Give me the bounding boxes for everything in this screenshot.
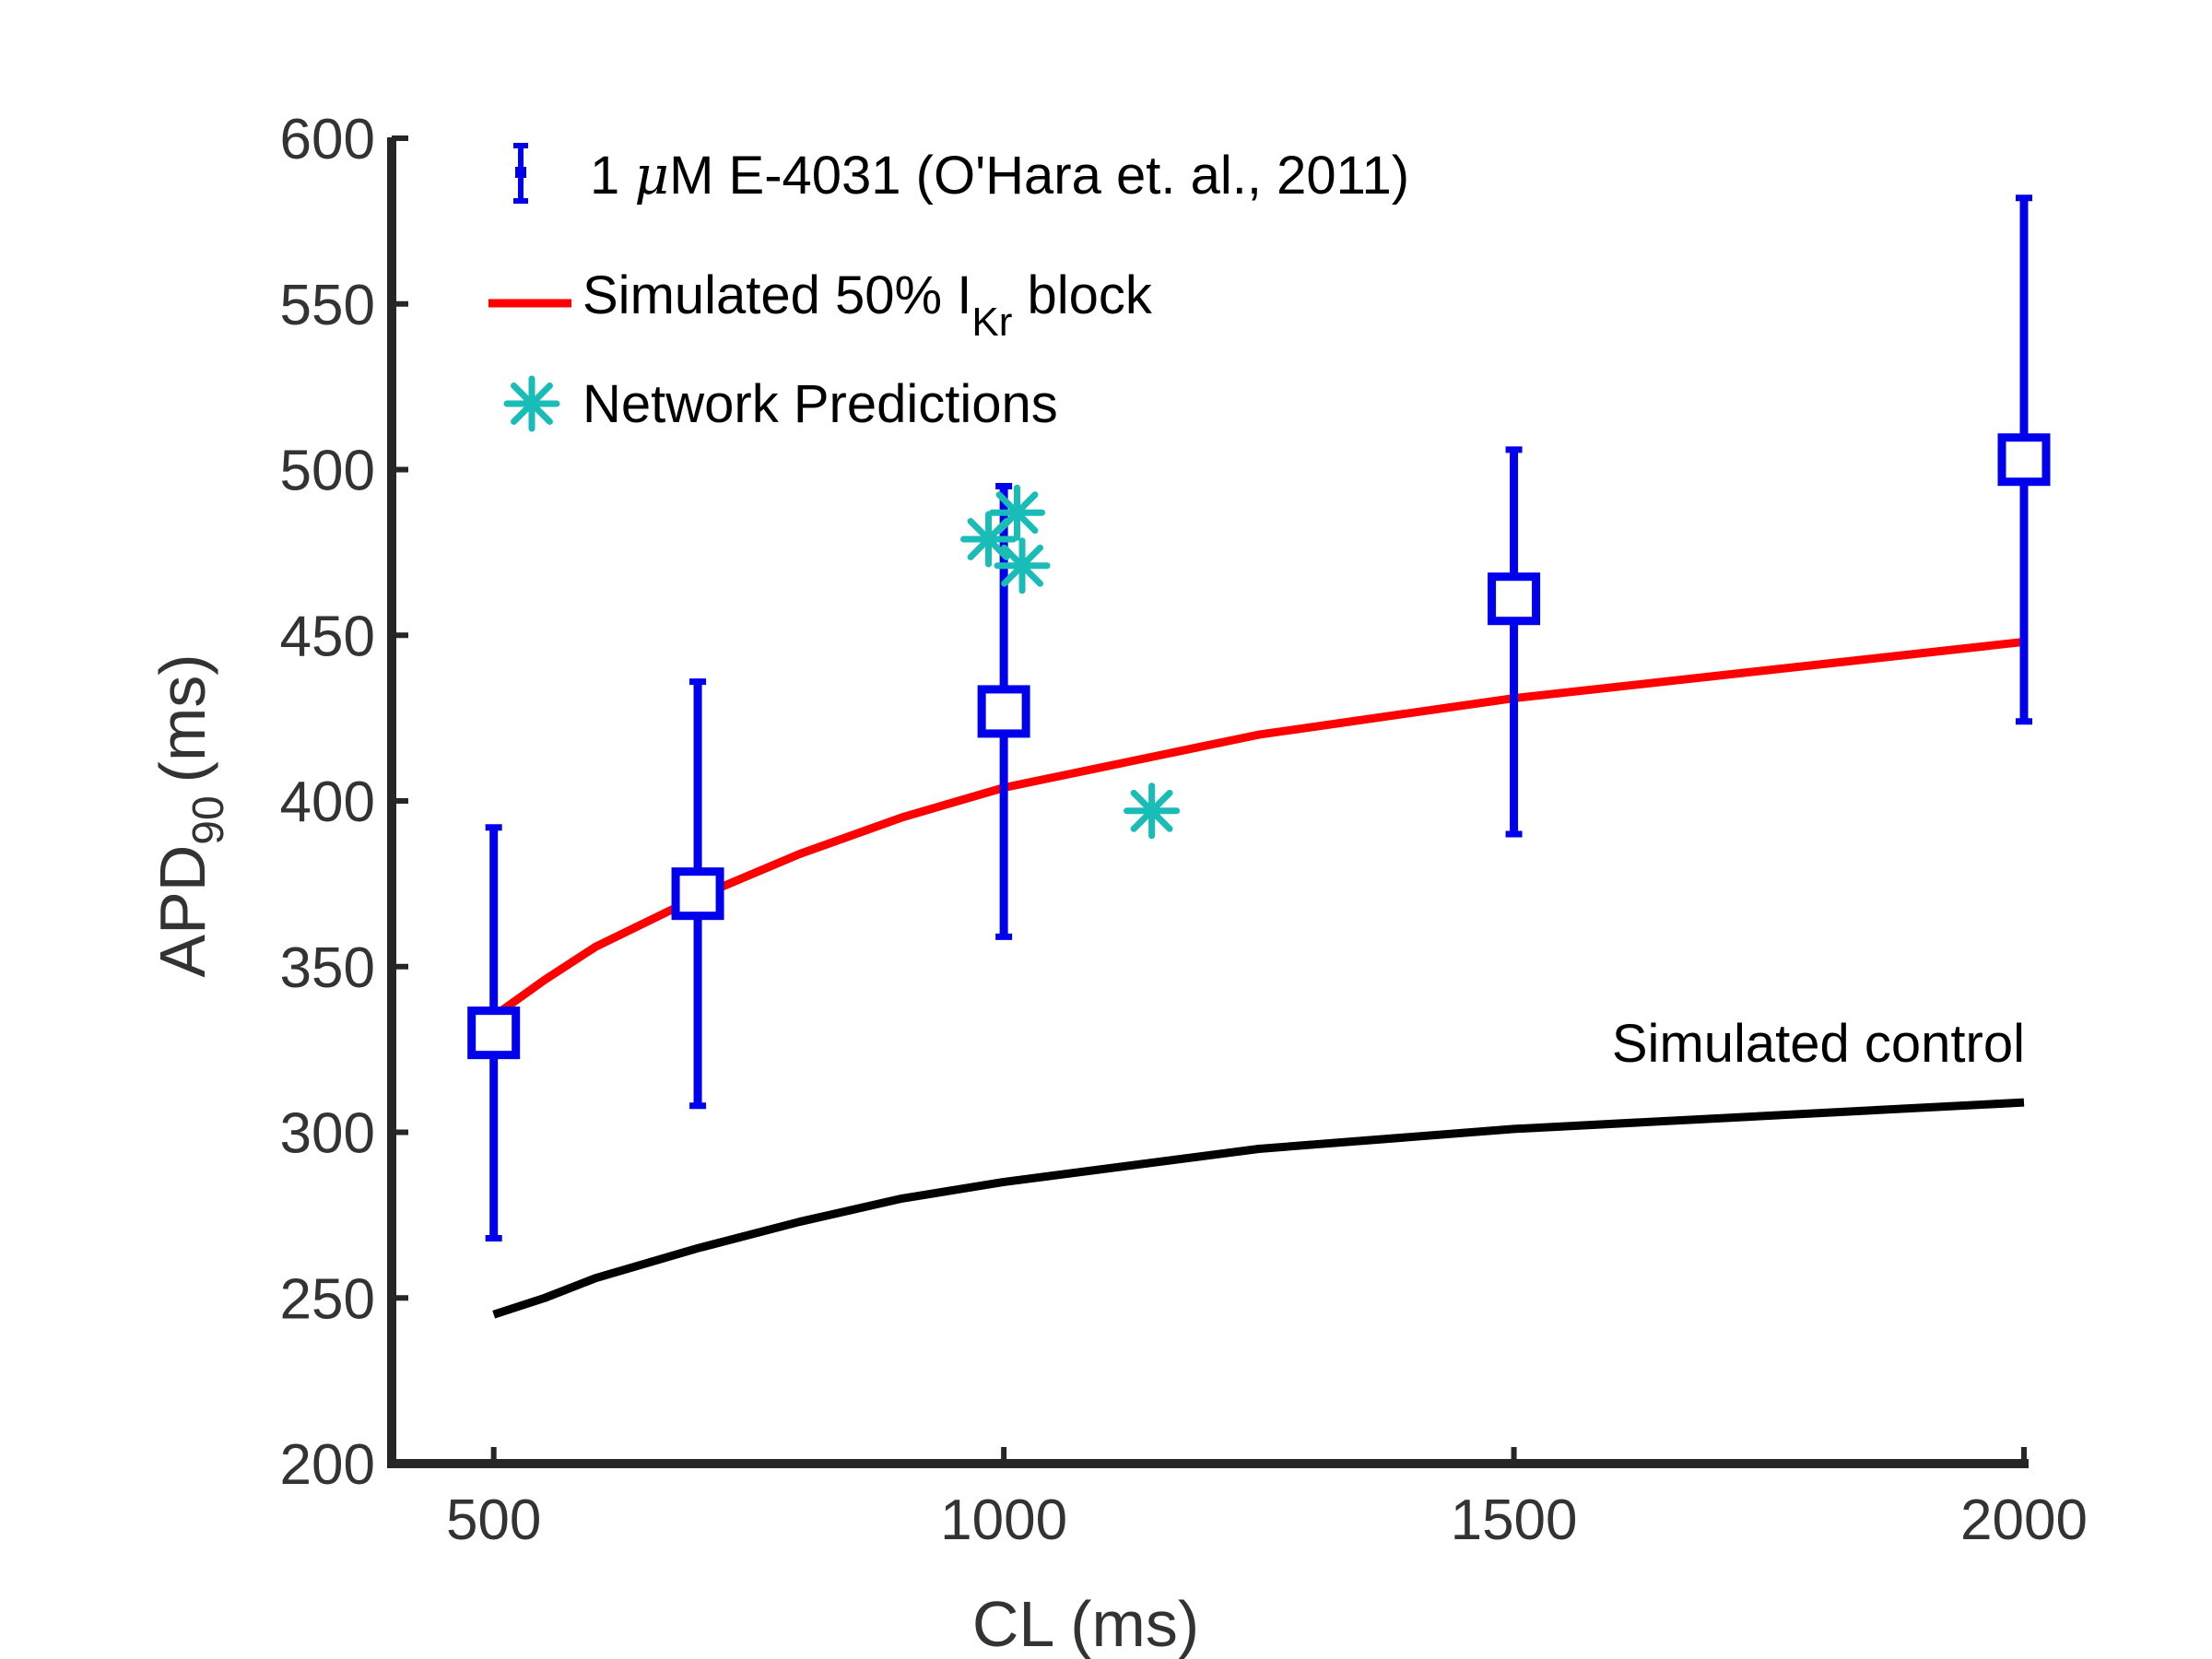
y-tick-label-550: 550: [280, 274, 375, 337]
experimental-point-3: [1488, 446, 1541, 838]
network-point-2: [994, 537, 1051, 594]
y-tick-label-250: 250: [280, 1267, 375, 1331]
y-tick-label-400: 400: [280, 771, 375, 834]
x-tick-label-500: 500: [446, 1488, 541, 1552]
legend-swatch-network: [503, 375, 560, 432]
legend: 1 μM E-4031 (O'Hara et. al., 2011) Simul…: [488, 143, 1409, 434]
legend-label-experimental: 1 μM E-4031 (O'Hara et. al., 2011): [590, 144, 1409, 206]
experimental-point-4: [1997, 194, 2051, 725]
y-tick-label-350: 350: [280, 936, 375, 1000]
y-tick-label-600: 600: [280, 108, 375, 171]
legend-star-network: [503, 375, 560, 432]
x-tick-label-1000: 1000: [940, 1488, 1067, 1552]
y-axis-title: APD90 (ms): [147, 653, 233, 977]
legend-label-network: Network Predictions: [582, 374, 1058, 434]
y-axis-title-main: APD: [147, 845, 218, 978]
legend-label-simulated-block: Simulated 50% IKr block: [582, 265, 1153, 345]
network-point-3: [1124, 782, 1181, 840]
network-point-1: [989, 484, 1046, 541]
square-marker-0: [467, 1006, 521, 1060]
y-axis-title-unit: (ms): [147, 653, 218, 782]
y-tick-label-300: 300: [280, 1102, 375, 1166]
square-marker-2: [977, 685, 1030, 738]
square-marker-1: [671, 867, 724, 921]
y-tick-label-500: 500: [280, 440, 375, 503]
x-tick-label-2000: 2000: [1960, 1488, 2088, 1552]
legend-swatch-experimental: [513, 143, 528, 204]
plot-layer: [467, 194, 2051, 1319]
axis-layer: 200 250 300 350 400 450 500 550 600 500 1000 1500 20…: [280, 108, 2088, 1552]
simulated-block-line: [491, 637, 2025, 1020]
experimental-point-2: [977, 482, 1030, 940]
square-marker-4: [1997, 433, 2051, 487]
experimental-point-0: [467, 824, 521, 1242]
y-tick-label-200: 200: [280, 1433, 375, 1497]
control-line: [492, 1098, 2025, 1319]
x-tick-label-1500: 1500: [1451, 1488, 1578, 1552]
x-axis-title: CL (ms): [972, 1588, 1199, 1659]
experimental-point-1: [671, 678, 724, 1110]
y-tick-label-450: 450: [280, 605, 375, 668]
square-marker-3: [1488, 572, 1541, 626]
control-annotation: Simulated control: [1612, 1014, 2025, 1074]
y-axis-title-sub: 90: [184, 795, 233, 844]
